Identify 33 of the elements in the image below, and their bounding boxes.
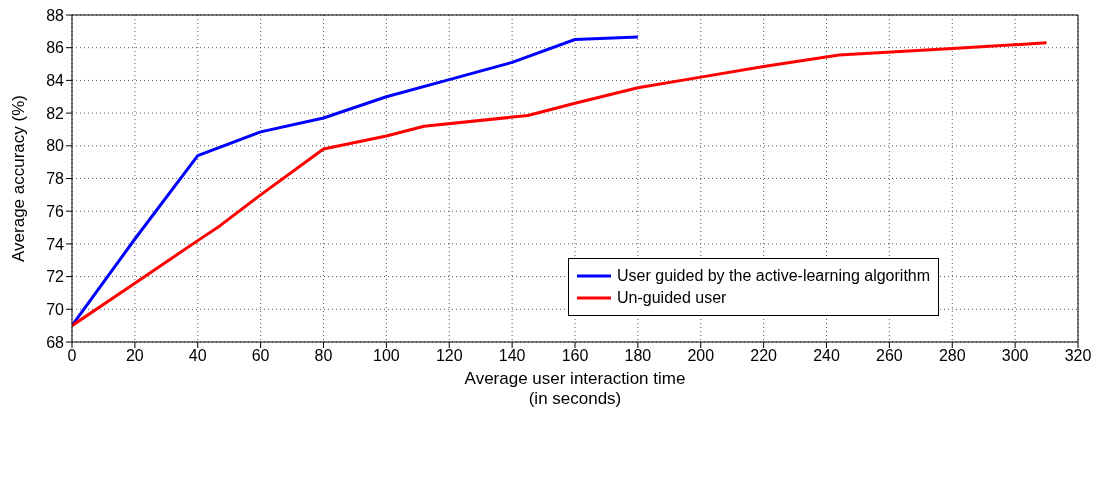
x-tick-label: 60 — [251, 347, 270, 365]
x-tick-label: 80 — [314, 347, 333, 365]
x-tick-label: 240 — [813, 347, 840, 365]
y-tick-label: 68 — [46, 333, 65, 351]
x-tick-label: 300 — [1001, 347, 1029, 365]
x-tick-label: 0 — [67, 347, 77, 365]
x-tick-label: 280 — [938, 347, 966, 365]
y-tick-label: 70 — [46, 300, 65, 318]
x-tick-label: 180 — [624, 347, 652, 365]
y-tick-label: 72 — [46, 268, 65, 286]
y-tick-label: 86 — [46, 39, 65, 57]
x-tick-label: 120 — [435, 347, 463, 365]
x-tick-label: 100 — [373, 347, 400, 365]
x-tick-label: 160 — [561, 347, 589, 365]
x-axis-title: Average user interaction time (in seconds) — [464, 369, 686, 408]
x-tick-label: 140 — [498, 347, 526, 365]
x-tick-label: 220 — [750, 347, 778, 365]
y-tick-label: 88 — [46, 6, 65, 24]
legend-label: User guided by the active-learning algorithm — [617, 267, 931, 285]
y-tick-label: 82 — [46, 104, 65, 122]
y-tick-label: 84 — [46, 72, 65, 90]
x-tick-label: 200 — [687, 347, 715, 365]
y-tick-label: 74 — [46, 235, 65, 253]
x-tick-label: 40 — [188, 347, 207, 365]
x-tick-label: 260 — [876, 347, 903, 365]
y-tick-label: 76 — [46, 202, 65, 220]
x-tick-label: 20 — [125, 347, 144, 365]
x-tick-label: 320 — [1064, 347, 1092, 365]
line-series — [72, 41, 1049, 328]
y-tick-label: 78 — [46, 170, 65, 188]
y-axis-title: Average accuracy (%) — [9, 95, 29, 262]
legend-label: Un-guided user — [617, 289, 727, 307]
y-tick-label: 80 — [46, 137, 65, 155]
